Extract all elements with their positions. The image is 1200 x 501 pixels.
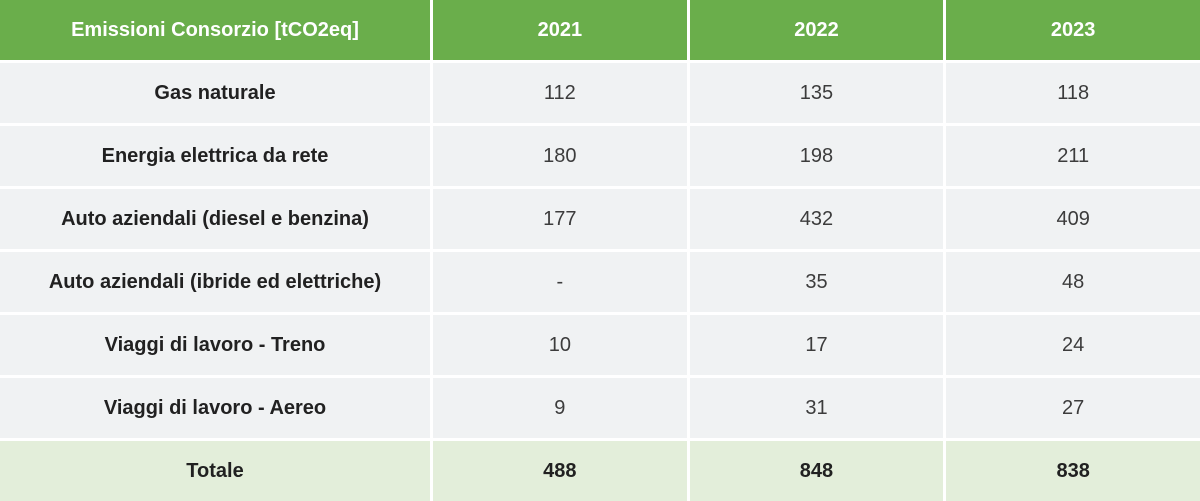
row-value: 118 — [946, 63, 1200, 123]
total-row-value: 838 — [946, 441, 1200, 501]
row-value: 35 — [689, 252, 944, 312]
row-label: Gas naturale — [0, 63, 430, 123]
row-value: 10 — [433, 315, 687, 375]
row-value: 9 — [433, 378, 687, 438]
row-label: Energia elettrica da rete — [0, 126, 430, 186]
table-title-header-cell: Emissioni Consorzio [tCO2eq] — [0, 0, 430, 60]
row-value: 211 — [946, 126, 1200, 186]
row-value: 17 — [689, 315, 944, 375]
year-header-2023: 2023 — [946, 0, 1200, 60]
total-row-value: 848 — [689, 441, 944, 501]
row-value: 180 — [433, 126, 687, 186]
year-header-2021: 2021 — [433, 0, 687, 60]
row-value: - — [433, 252, 687, 312]
row-label: Viaggi di lavoro - Treno — [0, 315, 430, 375]
row-value: 409 — [946, 189, 1200, 249]
row-value: 432 — [689, 189, 944, 249]
row-value: 48 — [946, 252, 1200, 312]
row-value: 198 — [689, 126, 944, 186]
row-label: Auto aziendali (ibride ed elettriche) — [0, 252, 430, 312]
row-value: 24 — [946, 315, 1200, 375]
row-value: 31 — [689, 378, 944, 438]
row-value: 177 — [433, 189, 687, 249]
row-value: 27 — [946, 378, 1200, 438]
year-header-2022: 2022 — [689, 0, 944, 60]
row-label: Auto aziendali (diesel e benzina) — [0, 189, 430, 249]
row-value: 112 — [433, 63, 687, 123]
total-row-value: 488 — [433, 441, 687, 501]
total-row-label: Totale — [0, 441, 430, 501]
row-label: Viaggi di lavoro - Aereo — [0, 378, 430, 438]
row-value: 135 — [689, 63, 944, 123]
